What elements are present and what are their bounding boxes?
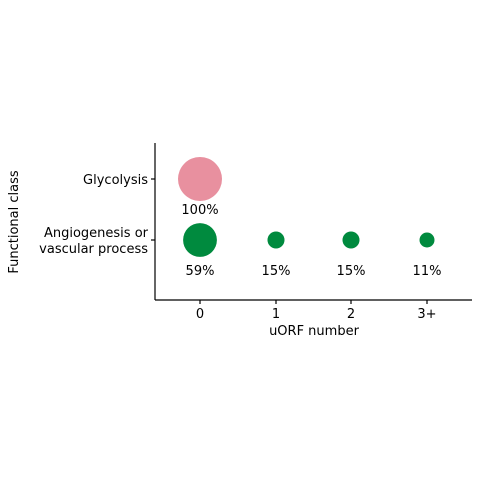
bubbles: [178, 157, 435, 257]
x-tick-label: 0: [196, 307, 204, 322]
bubble-value-label: 59%: [186, 264, 215, 279]
y-axis-title: Functional class: [7, 170, 22, 274]
bubble-value-label: 15%: [337, 264, 366, 279]
bubble: [267, 231, 285, 249]
plot-area: [154, 143, 472, 301]
bubble: [178, 157, 222, 201]
x-tick-label: 1: [272, 307, 280, 322]
y-tick-label: Angiogenesis or: [44, 226, 149, 241]
bubble: [342, 231, 360, 249]
x-tick-label: 3+: [417, 307, 436, 322]
bubble-value-label: 100%: [181, 203, 218, 218]
bubble-value-label: 11%: [413, 264, 442, 279]
bubble-value-label: 15%: [262, 264, 291, 279]
data-labels: 100% 59% 15% 15% 11%: [181, 203, 441, 279]
bubble: [419, 232, 435, 248]
x-tick-label: 2: [347, 307, 355, 322]
y-tick-label: Glycolysis: [83, 173, 148, 188]
x-axis-ticks: 0 1 2 3+: [196, 300, 437, 322]
y-tick-label: vascular process: [39, 242, 148, 257]
bubble: [183, 223, 217, 257]
x-axis-title: uORF number: [269, 324, 360, 339]
